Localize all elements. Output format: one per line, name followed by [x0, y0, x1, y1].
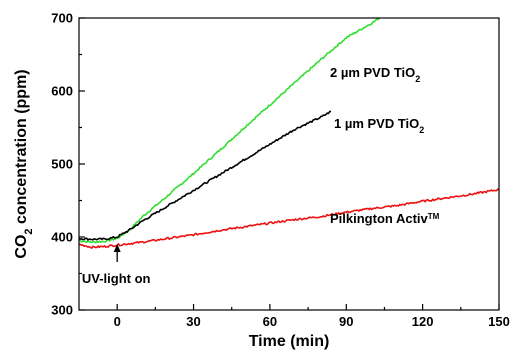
- x-tick-label: 30: [186, 314, 200, 329]
- series-label-1um: 1 µm PVD TiO2: [334, 116, 424, 135]
- y-axis-title-main: CO: [13, 235, 30, 259]
- x-axis-title: Time (min): [249, 333, 330, 350]
- series-line-1: [79, 110, 332, 241]
- y-tick-label: 500: [51, 157, 73, 172]
- series-layer: [79, 18, 499, 249]
- series-label-2um-text: 2 µm PVD TiO: [330, 65, 415, 80]
- ticks-layer: [79, 17, 500, 311]
- plot-frame: [78, 17, 500, 311]
- series-label-2um-subscript: 2: [415, 74, 420, 84]
- x-tick-label: 0: [114, 314, 121, 329]
- y-tick-label: 300: [51, 303, 73, 318]
- x-tick-label: 120: [412, 314, 434, 329]
- x-tick-label: 90: [339, 314, 353, 329]
- series-label-pilkington-superscript: TM: [428, 212, 440, 221]
- y-axis-title-rest: concentration (ppm): [13, 69, 30, 228]
- y-axis-title-subscript: 2: [23, 228, 35, 234]
- series-label-pilkington: Pilkington ActivTM: [330, 211, 440, 226]
- tick-labels: 0 30 60 90 120 150 300 400 500 600 700: [51, 11, 510, 330]
- x-tick-label: 60: [263, 314, 277, 329]
- series-label-2um: 2 µm PVD TiO2: [330, 65, 420, 84]
- series-line-2: [79, 188, 499, 249]
- y-tick-label: 700: [51, 11, 73, 26]
- uv-light-annotation: UV-light on: [82, 271, 151, 286]
- x-tick-label: 150: [488, 314, 510, 329]
- y-axis-title: CO2 concentration (ppm): [13, 69, 35, 258]
- series-label-pilkington-text: Pilkington Activ: [330, 211, 429, 226]
- uv-light-arrow-head: [113, 244, 121, 252]
- y-tick-label: 400: [51, 230, 73, 245]
- y-tick-label: 600: [51, 84, 73, 99]
- series-label-1um-subscript: 2: [419, 125, 424, 135]
- series-label-1um-text: 1 µm PVD TiO: [334, 116, 419, 131]
